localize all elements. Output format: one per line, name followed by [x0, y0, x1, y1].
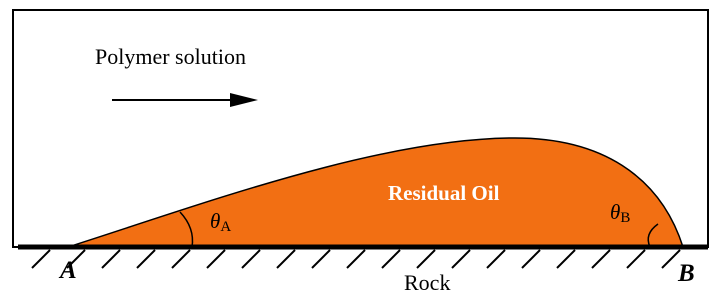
rock-label: Rock: [404, 270, 450, 294]
flow-label: Polymer solution: [95, 44, 246, 69]
angle-subscript: A: [220, 219, 231, 235]
diagram: Polymer solution Residual Oil θA θB A B …: [0, 0, 718, 294]
rock-hatching: [32, 250, 680, 268]
angle-symbol: θ: [610, 200, 620, 224]
point-a-label: A: [58, 257, 77, 284]
angle-symbol: θ: [210, 209, 220, 233]
angle-subscript: B: [620, 210, 630, 226]
oil-label: Residual Oil: [388, 181, 500, 205]
point-b-label: B: [677, 260, 695, 287]
